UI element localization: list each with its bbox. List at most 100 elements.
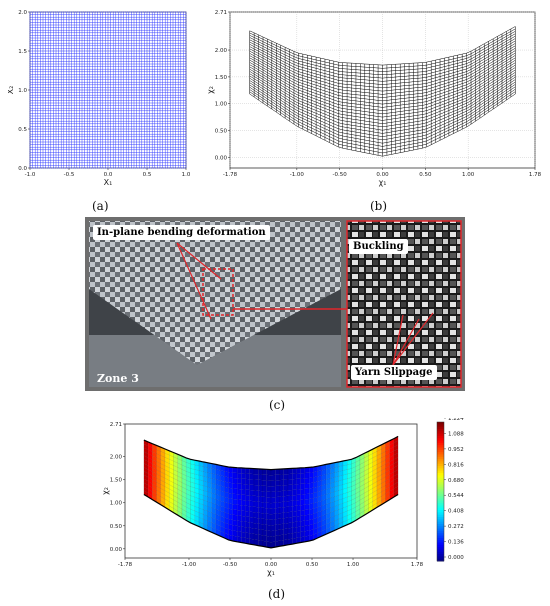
- colorbar-segment: [437, 523, 444, 527]
- field-cell: [283, 479, 289, 486]
- field-cell: [266, 496, 272, 504]
- field-cell: [258, 523, 263, 530]
- mesh-line-horizontal: [249, 52, 516, 102]
- field-cell: [236, 467, 242, 474]
- field-cell: [283, 517, 289, 524]
- field-cell: [287, 495, 293, 502]
- field-cell: [228, 482, 234, 489]
- mesh-line-horizontal: [249, 84, 516, 144]
- colorbar: 1.224 1.088 0.952 0.816 0.680 0.544 0.408 0.272…: [436, 416, 464, 562]
- colorbar-segment: [437, 505, 444, 509]
- field-cell: [224, 471, 229, 478]
- y-tick-label: 1.00: [110, 501, 123, 507]
- field-cell: [236, 483, 242, 490]
- field-cell: [245, 473, 250, 480]
- field-cell: [258, 507, 263, 514]
- x-axis-label: X₁: [104, 178, 113, 187]
- colorbar-segment: [437, 477, 444, 481]
- field-cell: [253, 473, 259, 480]
- field-cell: [287, 473, 293, 480]
- x-axis-label: χ₁: [379, 178, 387, 187]
- field-cell: [232, 472, 238, 479]
- field-cell: [279, 501, 284, 508]
- field-cell: [270, 469, 276, 476]
- colorbar-segment: [437, 521, 444, 525]
- field-cell: [279, 528, 284, 536]
- field-cell: [275, 535, 280, 542]
- field-cell: [241, 473, 246, 480]
- colorbar-segment: [437, 498, 444, 502]
- field-cell: [241, 515, 246, 522]
- colorbar-segment: [437, 472, 444, 476]
- colorbar-segment: [437, 551, 444, 555]
- field-cell: [236, 493, 242, 501]
- field-cell: [304, 514, 310, 521]
- field-cell: [253, 479, 259, 486]
- field-cell: [270, 502, 276, 509]
- field-cell: [296, 473, 301, 480]
- field-cell: [275, 502, 280, 509]
- field-cell: [266, 535, 272, 543]
- field-cell: [279, 479, 284, 486]
- field-cell: [275, 468, 280, 476]
- colorbar-segment: [437, 537, 444, 541]
- field-cell: [266, 474, 272, 481]
- field-cell: [300, 488, 306, 495]
- field-cell: [258, 496, 263, 503]
- mesh-line-horizontal: [249, 33, 516, 76]
- colorbar-segment: [437, 507, 444, 511]
- field-cell: [300, 499, 306, 506]
- y-tick-label: 2.00: [215, 48, 228, 54]
- y-tick-label: 2.71: [110, 422, 122, 428]
- field-cell: [292, 494, 297, 501]
- field-cell: [296, 515, 301, 522]
- field-cell: [245, 510, 250, 518]
- field-cell: [241, 483, 246, 490]
- field-cell: [304, 488, 310, 495]
- field-cell: [287, 468, 293, 475]
- field-cell: [258, 468, 263, 475]
- x-tick-label: -1.00: [290, 172, 305, 178]
- field-cell: [292, 473, 297, 480]
- field-cell: [262, 529, 267, 537]
- field-cell: [296, 489, 301, 496]
- panel-a: -1.0 -0.5 0.0 0.5 1.0 0.0 0.5 1.0 1.5 2.0 X₁ X₂: [6, 4, 198, 194]
- colorbar-tick-label: 1.224: [448, 418, 464, 422]
- colorbar-segment: [437, 426, 444, 430]
- colorbar-segment: [437, 468, 444, 472]
- field-cell: [232, 493, 238, 500]
- colorbar-segment: [437, 440, 444, 444]
- colorbar-tick-label: 0.952: [448, 447, 464, 453]
- field-cell: [308, 477, 314, 484]
- field-cell: [266, 502, 272, 509]
- field-cell: [253, 517, 259, 524]
- mesh-line-horizontal: [249, 79, 516, 137]
- field-cell: [266, 491, 272, 498]
- field-cell: [232, 509, 238, 516]
- colorbar-segment: [437, 479, 444, 483]
- field-cell: [279, 534, 284, 541]
- field-cell: [262, 474, 267, 481]
- field-cell: [279, 474, 284, 481]
- field-cell: [236, 520, 242, 527]
- colorbar-segment: [437, 533, 444, 537]
- colorbar-segment: [437, 526, 444, 530]
- field-cell: [296, 494, 301, 501]
- field-cell: [283, 506, 289, 513]
- x-tick-label: -1.78: [223, 172, 238, 178]
- colorbar-segment: [437, 491, 444, 495]
- field-cell: [249, 468, 255, 475]
- x-tick-label: 0.50: [419, 172, 432, 178]
- field-cell: [304, 493, 310, 500]
- label-buckling: Buckling: [349, 239, 408, 254]
- field-cell: [232, 488, 238, 495]
- field-cell: [300, 504, 306, 511]
- colorbar-segment: [437, 556, 444, 560]
- field-cell: [304, 498, 310, 505]
- field-cell: [236, 525, 242, 533]
- label-zone: Zone 3: [97, 372, 139, 385]
- field-cell: [262, 502, 267, 509]
- field-cell: [253, 528, 259, 535]
- field-cell: [296, 521, 301, 528]
- colorbar-tick-label: 0.544: [448, 493, 464, 499]
